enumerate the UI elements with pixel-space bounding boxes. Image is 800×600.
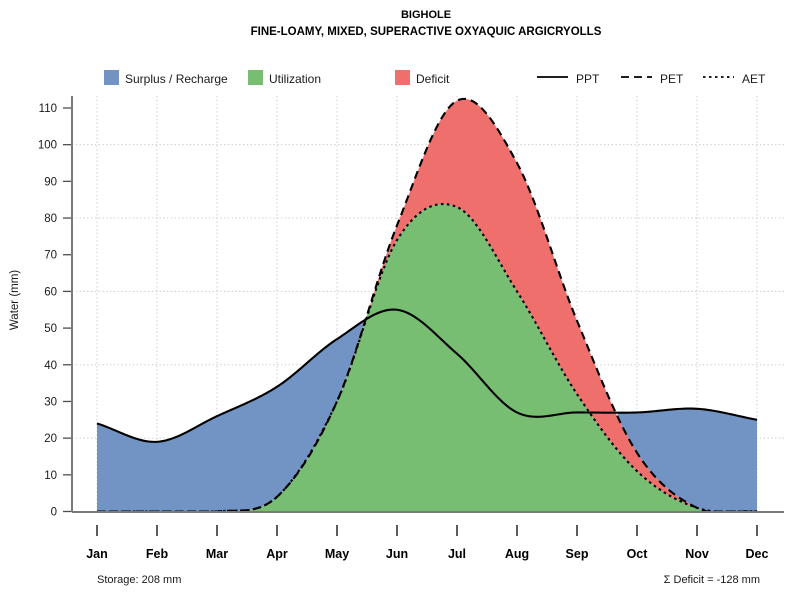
x-tick-label: Jun [386,547,408,561]
x-axis-ticks: Jan Feb Mar Apr May Jun Jul Aug Sep Oct Nov Dec [86,525,769,561]
area-deficit [339,98,695,508]
y-tick-label: 40 [44,360,57,372]
storage-annotation: Storage: 208 mm [97,574,181,586]
x-tick-label: Feb [146,547,169,561]
chart-subtitle: FINE-LOAMY, MIXED, SUPERACTIVE OXYAQUIC … [251,26,602,38]
y-tick-label: 20 [44,433,57,445]
x-tick-label: May [325,547,349,561]
plot-area [96,97,758,513]
legend-label-ppt: PPT [576,72,600,86]
y-axis-ticks: 0 10 20 30 40 50 60 70 80 90 100 110 [38,103,72,519]
legend-label-deficit: Deficit [416,72,450,86]
y-tick-label: 70 [44,250,57,262]
area-utilization [219,204,717,512]
x-tick-label: Jan [86,547,108,561]
y-tick-label: 110 [39,103,57,115]
area-surplus [617,408,757,512]
legend-label-surplus: Surplus / Recharge [125,72,228,86]
legend-label-utilization: Utilization [269,72,321,86]
legend-label-aet: AET [742,72,766,86]
x-tick-label: Oct [627,547,649,561]
x-tick-label: Aug [505,547,529,561]
x-tick-label: Mar [206,547,228,561]
area-surplus [97,320,365,512]
series-line-ppt [96,308,758,443]
y-tick-label: 30 [44,396,57,408]
x-tick-label: Apr [266,547,288,561]
y-tick-label: 60 [44,286,57,298]
y-tick-label: 100 [38,140,57,152]
x-tick-label: Nov [685,547,709,561]
legend-swatch-deficit [395,70,410,85]
legend-swatch-surplus [104,70,119,85]
chart-legend: Surplus / Recharge Utilization Deficit P… [104,70,766,86]
legend-swatch-utilization [248,70,263,85]
y-tick-label: 10 [44,470,57,482]
chart-title: BIGHOLE [401,9,451,21]
x-tick-label: Sep [566,547,589,561]
y-axis-label: Water (mm) [9,270,21,330]
legend-label-pet: PET [660,72,684,86]
y-tick-label: 0 [51,507,57,519]
y-tick-label: 50 [44,323,57,335]
x-tick-label: Jul [448,547,466,561]
y-tick-label: 80 [44,213,57,225]
deficit-annotation: Σ Deficit = -128 mm [664,574,760,586]
x-tick-label: Dec [746,547,769,561]
y-tick-label: 90 [44,176,57,188]
